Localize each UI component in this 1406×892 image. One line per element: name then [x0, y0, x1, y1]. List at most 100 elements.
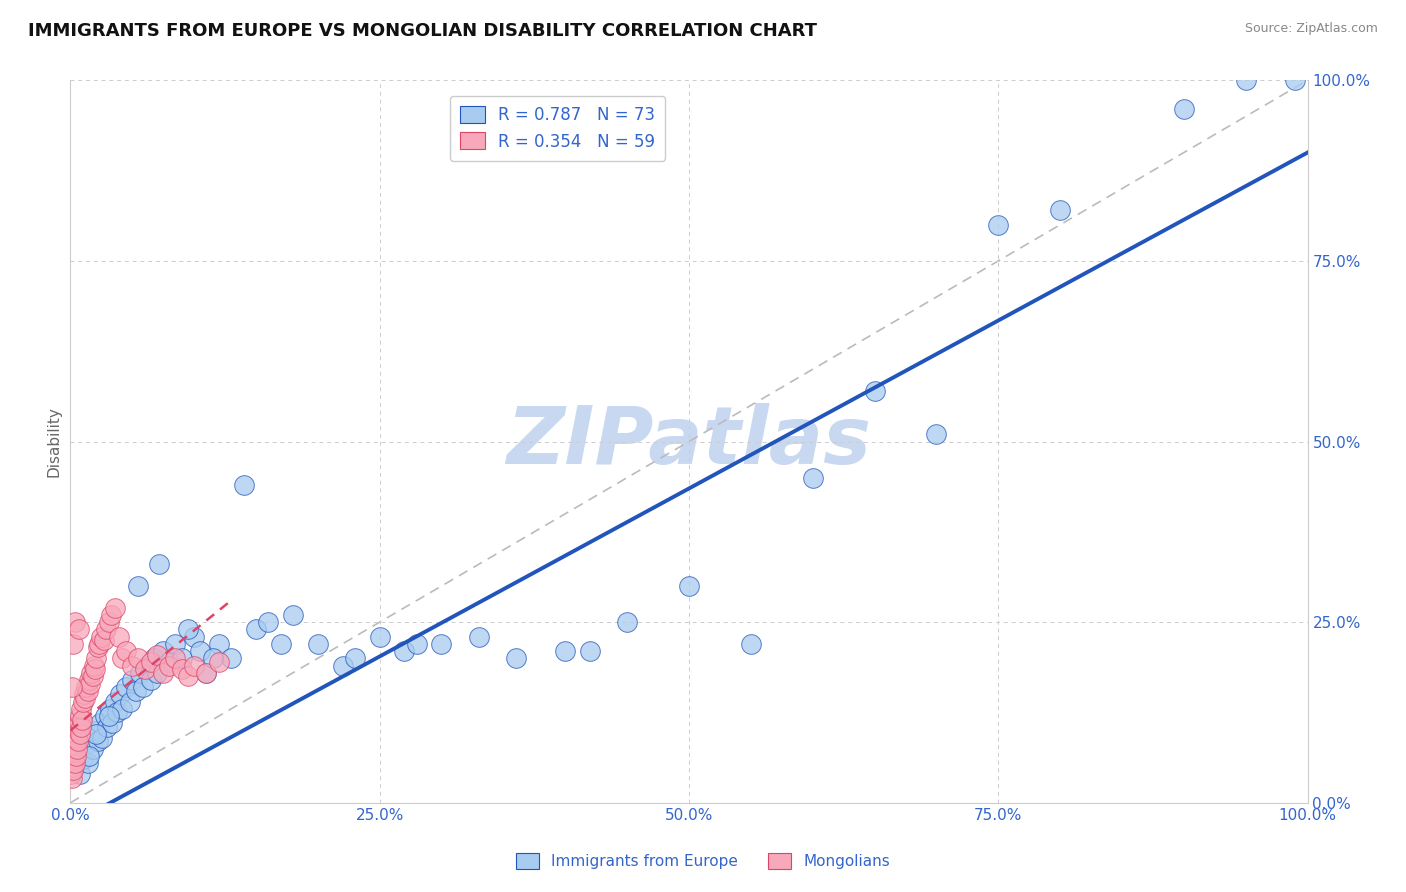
- Point: [121, 673, 143, 687]
- Point: [127, 651, 149, 665]
- Point: [98, 702, 121, 716]
- Point: [177, 623, 200, 637]
- Point: [59, 767, 82, 781]
- Point: [79, 731, 101, 745]
- Point: [125, 683, 148, 698]
- Point: [270, 637, 292, 651]
- Point: [332, 658, 354, 673]
- Point: [118, 695, 141, 709]
- Point: [84, 662, 107, 676]
- Point: [554, 644, 576, 658]
- Point: [66, 723, 89, 738]
- Point: [281, 607, 304, 622]
- Point: [201, 651, 224, 665]
- Text: Source: ZipAtlas.com: Source: ZipAtlas.com: [1244, 22, 1378, 36]
- Point: [139, 655, 162, 669]
- Point: [82, 669, 104, 683]
- Point: [505, 651, 527, 665]
- Point: [987, 218, 1010, 232]
- Point: [579, 644, 602, 658]
- Point: [115, 644, 138, 658]
- Point: [170, 662, 193, 676]
- Point: [678, 579, 700, 593]
- Point: [188, 644, 211, 658]
- Point: [60, 771, 83, 785]
- Point: [1284, 73, 1306, 87]
- Point: [208, 655, 231, 669]
- Point: [121, 658, 143, 673]
- Point: [136, 658, 159, 673]
- Point: [70, 702, 93, 716]
- Point: [67, 716, 90, 731]
- Point: [63, 756, 86, 770]
- Legend: R = 0.787   N = 73, R = 0.354   N = 59: R = 0.787 N = 73, R = 0.354 N = 59: [450, 95, 665, 161]
- Point: [65, 615, 87, 630]
- Point: [143, 651, 166, 665]
- Point: [75, 738, 97, 752]
- Point: [148, 558, 170, 572]
- Y-axis label: Disability: Disability: [46, 406, 62, 477]
- Point: [127, 579, 149, 593]
- Point: [83, 658, 105, 673]
- Point: [368, 630, 391, 644]
- Point: [69, 767, 91, 781]
- Point: [69, 709, 91, 723]
- Point: [430, 637, 453, 651]
- Point: [82, 741, 104, 756]
- Point: [80, 665, 103, 680]
- Point: [84, 723, 107, 738]
- Point: [165, 637, 187, 651]
- Point: [69, 727, 91, 741]
- Point: [73, 687, 96, 701]
- Point: [72, 752, 94, 766]
- Point: [925, 427, 948, 442]
- Point: [72, 695, 94, 709]
- Point: [65, 738, 87, 752]
- Point: [616, 615, 638, 630]
- Point: [60, 680, 83, 694]
- Point: [93, 633, 115, 648]
- Point: [257, 615, 280, 630]
- Point: [208, 637, 231, 651]
- Point: [245, 623, 267, 637]
- Point: [1173, 102, 1195, 116]
- Point: [77, 673, 100, 687]
- Point: [108, 687, 131, 701]
- Point: [170, 651, 193, 665]
- Text: IMMIGRANTS FROM EUROPE VS MONGOLIAN DISABILITY CORRELATION CHART: IMMIGRANTS FROM EUROPE VS MONGOLIAN DISA…: [28, 22, 817, 40]
- Point: [219, 651, 242, 665]
- Point: [134, 662, 156, 676]
- Point: [77, 748, 100, 763]
- Point: [66, 745, 89, 759]
- Point: [104, 600, 127, 615]
- Point: [343, 651, 366, 665]
- Point: [801, 471, 824, 485]
- Point: [91, 731, 114, 745]
- Point: [307, 637, 329, 651]
- Point: [195, 665, 218, 680]
- Point: [394, 644, 416, 658]
- Point: [105, 706, 128, 720]
- Point: [97, 709, 120, 723]
- Point: [232, 478, 254, 492]
- Point: [67, 623, 90, 637]
- Point: [84, 727, 107, 741]
- Point: [157, 655, 180, 669]
- Point: [132, 680, 155, 694]
- Point: [76, 683, 98, 698]
- Point: [467, 630, 489, 644]
- Point: [115, 680, 138, 694]
- Point: [60, 760, 83, 774]
- Point: [67, 734, 90, 748]
- Point: [84, 651, 107, 665]
- Point: [62, 764, 84, 778]
- Point: [183, 658, 205, 673]
- Point: [86, 734, 108, 748]
- Point: [86, 640, 108, 655]
- Point: [62, 752, 84, 766]
- Point: [62, 637, 84, 651]
- Point: [146, 665, 169, 680]
- Point: [70, 713, 93, 727]
- Point: [740, 637, 762, 651]
- Point: [139, 673, 162, 687]
